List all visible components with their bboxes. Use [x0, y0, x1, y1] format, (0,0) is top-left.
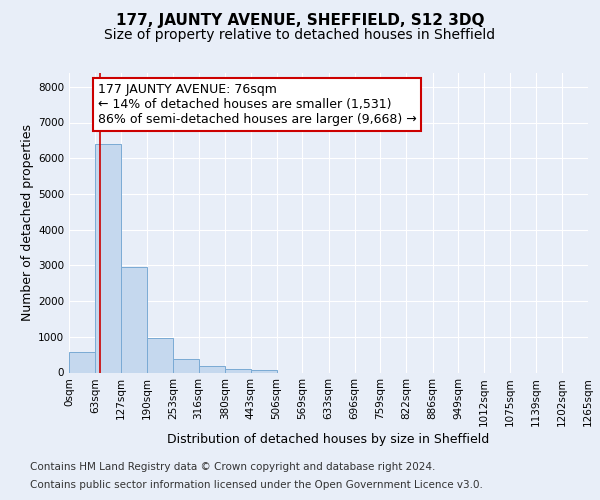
Y-axis label: Number of detached properties: Number of detached properties [21, 124, 34, 321]
Bar [121, 267, 147, 372]
Text: 177 JAUNTY AVENUE: 76sqm
← 14% of detached houses are smaller (1,531)
86% of sem: 177 JAUNTY AVENUE: 76sqm ← 14% of detach… [98, 83, 416, 126]
Bar [199, 366, 225, 372]
X-axis label: Distribution of detached houses by size in Sheffield: Distribution of detached houses by size … [167, 433, 490, 446]
Bar [173, 359, 199, 372]
Text: Contains public sector information licensed under the Open Government Licence v3: Contains public sector information licen… [30, 480, 483, 490]
Text: Contains HM Land Registry data © Crown copyright and database right 2024.: Contains HM Land Registry data © Crown c… [30, 462, 436, 472]
Text: Size of property relative to detached houses in Sheffield: Size of property relative to detached ho… [104, 28, 496, 42]
Bar [69, 352, 95, 372]
Bar [95, 144, 121, 372]
Bar [251, 370, 277, 372]
Bar [225, 369, 251, 372]
Bar [147, 338, 173, 372]
Text: 177, JAUNTY AVENUE, SHEFFIELD, S12 3DQ: 177, JAUNTY AVENUE, SHEFFIELD, S12 3DQ [116, 12, 484, 28]
